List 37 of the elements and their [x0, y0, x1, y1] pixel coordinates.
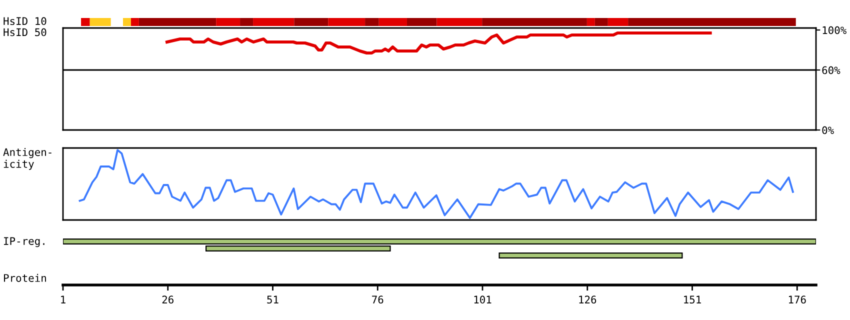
line-series [166, 31, 712, 55]
bar [498, 252, 683, 259]
y-tick-label: 100% [822, 26, 846, 34]
bar [608, 18, 628, 26]
bar [628, 18, 796, 26]
y-axis-title: HsID 50 [4, 28, 46, 36]
bar [594, 18, 608, 26]
x-tick-label: 101 [474, 296, 492, 304]
bar [81, 18, 90, 26]
x-tick-label: 126 [579, 296, 596, 304]
bar [482, 18, 587, 26]
bar [365, 18, 379, 26]
x-tick-label: 1 [61, 296, 66, 304]
y-tick-label: 0% [822, 126, 834, 134]
bar [216, 18, 240, 26]
x-tick-label: 76 [372, 296, 384, 304]
bar [378, 18, 407, 26]
bar [328, 18, 366, 26]
y-axis-title: HsID 10 [4, 17, 46, 26]
bar [90, 18, 111, 26]
bar [406, 18, 437, 26]
bar [586, 18, 595, 26]
x-tick-label: 51 [267, 296, 278, 304]
y-axis-title: Antigen- icity [3, 148, 52, 170]
y-axis-title: IP-reg. [4, 237, 44, 248]
x-tick-label: 26 [162, 296, 174, 304]
bar [253, 18, 294, 26]
bar [436, 18, 482, 26]
bar [138, 18, 216, 26]
bar [122, 18, 131, 26]
x-axis-title: Protein [4, 274, 46, 282]
bar [130, 18, 139, 26]
bar [240, 18, 254, 26]
y-tick-label: 60% [822, 66, 840, 74]
bar [294, 18, 328, 26]
x-tick-label: 176 [788, 296, 806, 304]
x-tick-label: 151 [684, 296, 701, 304]
